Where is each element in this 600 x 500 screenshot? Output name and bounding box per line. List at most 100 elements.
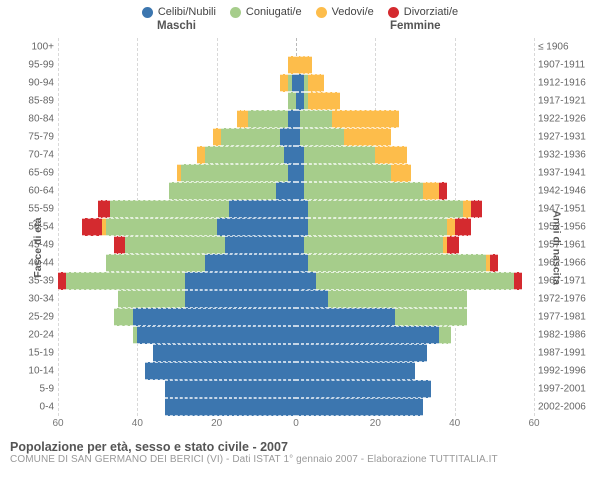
bar-segment: [296, 92, 304, 110]
x-tick-label: 20: [370, 418, 381, 429]
bar-segment: [145, 362, 296, 380]
male-bar: [58, 362, 296, 380]
bar-segment: [304, 146, 375, 164]
birth-year-label: 1962-1966: [538, 258, 594, 269]
bar-segment: [296, 362, 415, 380]
legend-label: Vedovi/e: [332, 6, 374, 18]
age-row: 60-641942-1946: [58, 182, 534, 200]
male-bar: [58, 56, 296, 74]
birth-year-label: 1922-1926: [538, 114, 594, 125]
bar-segment: [455, 218, 471, 236]
female-bar: [296, 92, 534, 110]
bar-segment: [237, 110, 249, 128]
bar-rows: 100+≤ 190695-991907-191190-941912-191685…: [58, 38, 534, 416]
bar-segment: [225, 236, 296, 254]
male-bar: [58, 146, 296, 164]
legend-item: Coniugati/e: [230, 6, 302, 18]
birth-year-label: 1917-1921: [538, 96, 594, 107]
age-label: 30-34: [20, 294, 54, 305]
age-row: 70-741932-1936: [58, 146, 534, 164]
bar-segment: [300, 128, 344, 146]
bar-segment: [296, 182, 304, 200]
bar-segment: [375, 146, 407, 164]
age-label: 55-59: [20, 204, 54, 215]
age-row: 30-341972-1976: [58, 290, 534, 308]
age-label: 15-19: [20, 348, 54, 359]
legend: Celibi/Nubili Coniugati/e Vedovi/e Divorzia…: [0, 0, 600, 20]
bar-segment: [165, 380, 296, 398]
plot-region: 100+≤ 190695-991907-191190-941912-191685…: [58, 38, 534, 416]
female-bar: [296, 272, 534, 290]
bar-segment: [197, 146, 205, 164]
age-row: 50-541952-1956: [58, 218, 534, 236]
birth-year-label: 1907-1911: [538, 60, 594, 71]
birth-year-label: 1912-1916: [538, 78, 594, 89]
birth-year-label: 1972-1976: [538, 294, 594, 305]
age-label: 35-39: [20, 276, 54, 287]
female-bar: [296, 308, 534, 326]
bar-segment: [304, 182, 423, 200]
bar-segment: [229, 200, 296, 218]
bar-segment: [308, 218, 447, 236]
bar-segment: [344, 128, 392, 146]
age-row: 90-941912-1916: [58, 74, 534, 92]
gender-headers: Maschi Femmine: [0, 20, 600, 38]
bar-segment: [296, 344, 427, 362]
bar-segment: [447, 236, 459, 254]
bar-segment: [205, 254, 296, 272]
bar-segment: [296, 398, 423, 416]
age-row: 65-691937-1941: [58, 164, 534, 182]
bar-segment: [296, 200, 308, 218]
bar-segment: [221, 128, 281, 146]
male-bar: [58, 380, 296, 398]
bar-segment: [296, 74, 304, 92]
female-bar: [296, 56, 534, 74]
birth-year-label: 1992-1996: [538, 366, 594, 377]
female-bar: [296, 236, 534, 254]
bar-segment: [296, 146, 304, 164]
bar-segment: [447, 218, 455, 236]
male-bar: [58, 200, 296, 218]
bar-segment: [114, 236, 126, 254]
female-bar: [296, 164, 534, 182]
bar-segment: [185, 290, 296, 308]
bar-segment: [133, 308, 296, 326]
legend-item: Divorziati/e: [388, 6, 458, 18]
male-bar: [58, 254, 296, 272]
bar-segment: [296, 380, 431, 398]
age-label: 0-4: [20, 402, 54, 413]
male-bar: [58, 38, 296, 56]
bar-segment: [82, 218, 102, 236]
bar-segment: [308, 92, 340, 110]
legend-swatch: [230, 7, 241, 18]
male-bar: [58, 398, 296, 416]
bar-segment: [213, 128, 221, 146]
bar-segment: [514, 272, 522, 290]
age-row: 0-42002-2006: [58, 398, 534, 416]
birth-year-label: 1942-1946: [538, 186, 594, 197]
male-bar: [58, 308, 296, 326]
bar-segment: [205, 146, 284, 164]
age-row: 40-441962-1966: [58, 254, 534, 272]
birth-year-label: 1997-2001: [538, 384, 594, 395]
male-bar: [58, 236, 296, 254]
bar-segment: [296, 56, 312, 74]
age-row: 95-991907-1911: [58, 56, 534, 74]
bar-segment: [423, 182, 439, 200]
birth-year-label: 1932-1936: [538, 150, 594, 161]
female-bar: [296, 218, 534, 236]
age-row: 25-291977-1981: [58, 308, 534, 326]
birth-year-label: 1952-1956: [538, 222, 594, 233]
x-tick-label: 20: [211, 418, 222, 429]
birth-year-label: 1967-1971: [538, 276, 594, 287]
bar-segment: [471, 200, 483, 218]
bar-segment: [114, 308, 134, 326]
bar-segment: [288, 110, 296, 128]
age-label: 40-44: [20, 258, 54, 269]
legend-label: Celibi/Nubili: [158, 6, 216, 18]
female-bar: [296, 74, 534, 92]
x-tick-label: 40: [132, 418, 143, 429]
bar-segment: [106, 218, 217, 236]
chart-footer: Popolazione per età, sesso e stato civil…: [0, 432, 600, 465]
male-bar: [58, 218, 296, 236]
